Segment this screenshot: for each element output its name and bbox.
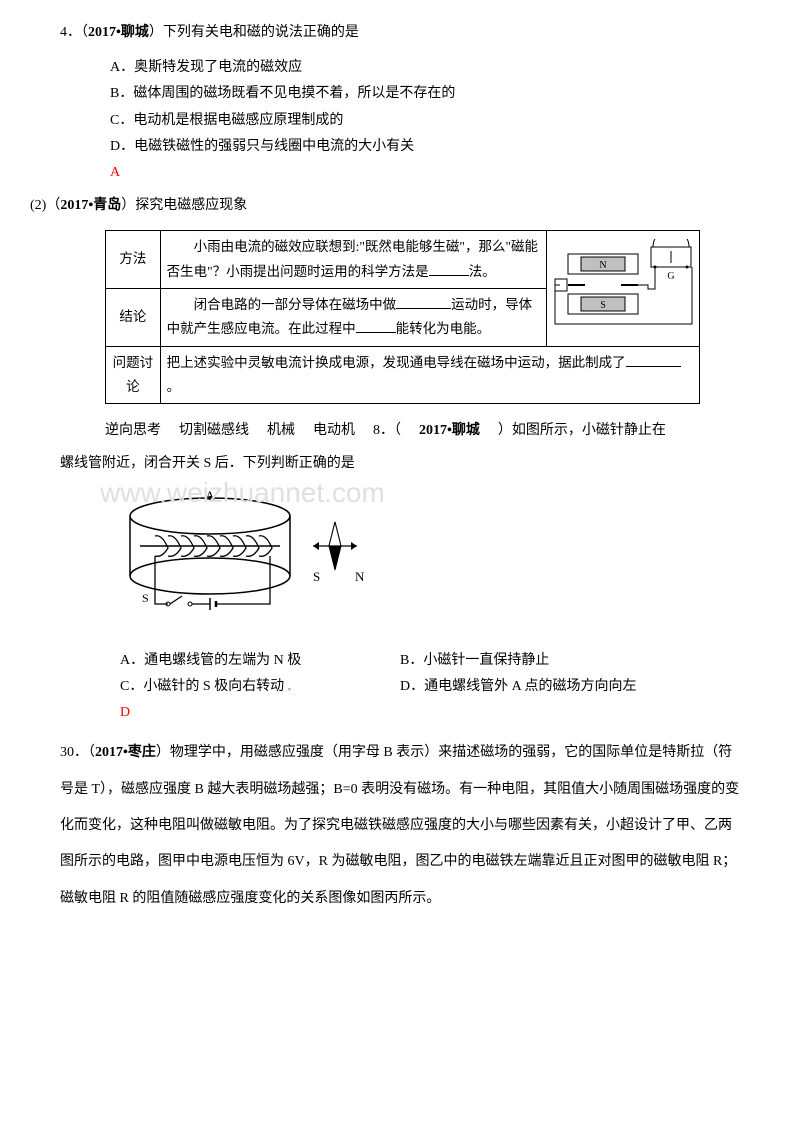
row3-text2: 。 [167, 379, 181, 394]
row3-text1: 把上述实验中灵敏电流计换成电源，发现通电导线在磁场中运动，据此制成了 [167, 355, 626, 370]
q8-options: A．通电螺线管的左端为 N 极 B．小磁针一直保持静止 C．小磁针的 S 极向右… [120, 648, 740, 699]
watermark-text: www.weizhuannet.com [100, 468, 385, 518]
q8-text1: ）如图所示，小磁针静止在 [498, 423, 666, 438]
q4-optD: D．电磁铁磁性的强弱只与线圈中电流的大小有关 [110, 134, 740, 159]
q4-optB: B．磁体周围的磁场既看不见电摸不着，所以是不存在的 [110, 81, 740, 106]
solenoid-diagram-container: www.weizhuannet.com A S [120, 486, 740, 635]
blank-2 [396, 295, 451, 309]
svg-text:N: N [599, 260, 606, 271]
ans-1: 逆向思考 [105, 418, 161, 443]
svg-text:S: S [142, 591, 149, 605]
q2-suffix: ）探究电磁感应现象 [121, 198, 247, 213]
q8-answer: D [120, 700, 740, 725]
svg-text:N: N [355, 569, 365, 584]
q8-optA: A．通电螺线管的左端为 N 极 [120, 648, 400, 673]
blank-1 [429, 262, 469, 276]
apparatus-diagram-cell: N S G [546, 231, 699, 346]
q4-options: A．奥斯特发现了电流的磁效应 B．磁体周围的磁场既看不见电摸不着，所以是不存在的… [110, 55, 740, 185]
blank-4 [626, 353, 681, 367]
ans-2: 切割磁感线 [179, 418, 249, 443]
blank-3 [356, 320, 396, 334]
q4-optC: C．电动机是根据电磁感应原理制成的 [110, 108, 740, 133]
ans-3: 机械 [267, 418, 295, 443]
q4-answer: A [110, 160, 740, 185]
row2-text1: 闭合电路的一部分导体在磁场中做 [167, 297, 397, 312]
table-row-method: 方法 小雨由电流的磁效应联想到:"既然电能够生磁"，那么"磁能否生电"？小雨提出… [106, 231, 700, 289]
row2-content: 闭合电路的一部分导体在磁场中做运动时，导体中就产生感应电流。在此过程中能转化为电… [160, 288, 546, 346]
q30-text: ）物理学中，用磁感应强度（用字母 B 表示）来描述磁场的强弱，它的国际单位是特斯… [60, 745, 739, 906]
q8-optB: B．小磁针一直保持静止 [400, 648, 680, 673]
svg-text:G: G [667, 271, 674, 282]
q8-source: 2017•聊城 [419, 423, 480, 438]
table-row-discussion: 问题讨论 把上述实验中灵敏电流计换成电源，发现通电导线在磁场中运动，据此制成了。 [106, 346, 700, 404]
row1-label: 方法 [106, 231, 161, 289]
row2-text3: 能转化为电能。 [396, 321, 491, 336]
question-30: 30．（2017•枣庄）物理学中，用磁感应强度（用字母 B 表示）来描述磁场的强… [60, 735, 740, 917]
question-2-header: (2)（2017•青岛）探究电磁感应现象 [30, 193, 740, 218]
q2-prefix: (2)（ [30, 198, 60, 213]
q30-source: 2017•枣庄 [95, 745, 156, 760]
q8-optD: D．通电螺线管外 A 点的磁场方向向左 [400, 674, 680, 699]
row1-content: 小雨由电流的磁效应联想到:"既然电能够生磁"，那么"磁能否生电"？小雨提出问题时… [160, 231, 546, 289]
q4-source: 2017•聊城 [88, 25, 149, 40]
experiment-table: 方法 小雨由电流的磁效应联想到:"既然电能够生磁"，那么"磁能否生电"？小雨提出… [105, 230, 700, 404]
q30-prefix: 30．（ [60, 745, 95, 760]
q4-suffix: ）下列有关电和磁的说法正确的是 [149, 25, 359, 40]
apparatus-diagram: N S G [553, 239, 693, 329]
q8-inline: 8．（ 2017•聊城 ）如图所示，小磁针静止在 [373, 418, 684, 443]
q8-optC: C．小磁针的 S 极向右转动 。 [120, 674, 400, 699]
answer-line: 逆向思考 切割磁感线 机械 电动机 8．（ 2017•聊城 ）如图所示，小磁针静止在 [105, 418, 740, 443]
row3-content: 把上述实验中灵敏电流计换成电源，发现通电导线在磁场中运动，据此制成了。 [160, 346, 699, 404]
row2-label: 结论 [106, 288, 161, 346]
row3-label: 问题讨论 [106, 346, 161, 404]
ans-4: 电动机 [313, 418, 355, 443]
q2-source: 2017•青岛 [60, 198, 121, 213]
opt-row-1: A．通电螺线管的左端为 N 极 B．小磁针一直保持静止 [120, 648, 740, 673]
q8-prefix: 8．（ [373, 423, 401, 438]
question-4-header: 4．（2017•聊城）下列有关电和磁的说法正确的是 [60, 20, 740, 45]
small-dot-icon: 。 [288, 682, 297, 692]
q4-optA: A．奥斯特发现了电流的磁效应 [110, 55, 740, 80]
q4-prefix: 4．（ [60, 25, 88, 40]
opt-row-2: C．小磁针的 S 极向右转动 。 D．通电螺线管外 A 点的磁场方向向左 [120, 674, 740, 699]
svg-text:S: S [313, 569, 320, 584]
svg-text:S: S [600, 300, 606, 311]
row1-text2: 法。 [469, 264, 496, 279]
